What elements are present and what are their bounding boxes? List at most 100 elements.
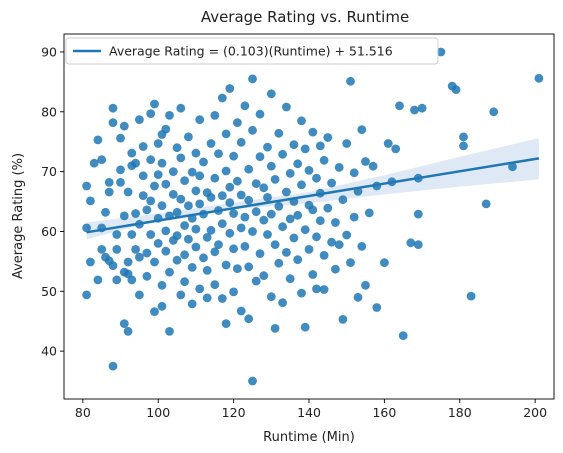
data-point [131,245,141,254]
data-point [308,127,318,137]
data-point [172,143,182,153]
data-point [127,230,137,239]
data-point [383,139,393,148]
data-point [214,149,223,159]
data-point [184,234,193,244]
x-tick-label: 100 [146,405,170,420]
data-point [161,226,171,236]
data-point [206,193,216,202]
data-point [319,155,329,165]
data-point [289,140,299,150]
data-point [199,157,208,167]
data-point [172,231,182,241]
data-point [161,124,171,134]
data-point [123,327,133,336]
data-point [259,215,269,225]
data-point [342,139,352,148]
data-point [459,141,468,151]
data-point [165,327,174,336]
data-point [331,218,340,227]
data-point [225,198,235,208]
data-point [364,208,374,218]
data-point [119,211,129,221]
legend-label: Average Rating = (0.103)(Runtime) + 51.5… [109,44,393,59]
data-point [297,116,306,126]
data-point [300,322,310,332]
data-point [289,233,299,243]
data-point [217,93,227,103]
y-tick-label: 40 [41,344,57,359]
data-point [248,125,257,135]
data-point [255,152,265,162]
data-point [346,258,355,267]
data-point [172,207,182,217]
data-point [135,252,144,262]
data-point [82,223,91,233]
y-axis: 40 50 60 70 80 90 [41,44,64,359]
data-point [138,191,148,201]
data-point [327,178,336,188]
data-point [138,142,148,151]
data-point [508,162,517,172]
data-point [380,258,389,267]
data-point [410,105,419,115]
data-point [221,129,231,139]
data-point [274,258,284,268]
data-point [195,284,205,294]
data-point [165,111,174,120]
data-point [108,103,118,113]
data-point [86,257,95,267]
data-point [184,132,193,142]
data-point [108,261,118,270]
data-point [233,264,242,273]
data-point [176,103,186,113]
data-point [255,249,265,258]
data-point [229,244,239,254]
data-point [116,133,125,143]
data-point [459,132,468,142]
data-point [274,128,284,138]
data-points [82,47,544,386]
data-point [259,183,269,193]
data-point [266,209,276,219]
data-point [312,232,321,242]
data-point [285,169,295,178]
data-point [119,319,129,328]
data-point [146,109,156,118]
data-point [304,166,314,175]
data-point [86,196,95,206]
data-point [413,240,423,250]
data-point [240,101,250,111]
data-point [293,210,303,220]
data-point [229,287,239,297]
data-point [176,290,186,300]
data-point [357,125,367,135]
data-point [270,175,280,184]
data-point [195,171,205,181]
data-point [327,237,336,247]
x-tick-label: 120 [222,405,246,420]
data-point [187,263,197,272]
data-point [187,167,197,177]
data-point [202,233,212,242]
data-point [319,285,329,294]
data-point [206,225,216,235]
data-point [131,209,141,218]
data-point [150,99,159,109]
data-point [282,248,291,257]
data-point [180,277,190,287]
data-point [108,361,118,371]
data-point [331,264,340,274]
data-point [263,230,272,239]
data-point [229,209,239,218]
data-point [353,292,363,302]
data-point [161,246,171,256]
data-point [180,221,190,230]
data-point [319,251,329,260]
y-tick-label: 70 [41,164,57,179]
data-point [357,242,367,251]
data-point [127,275,137,285]
data-point [274,201,284,211]
data-point [210,247,220,257]
data-point [285,274,295,284]
